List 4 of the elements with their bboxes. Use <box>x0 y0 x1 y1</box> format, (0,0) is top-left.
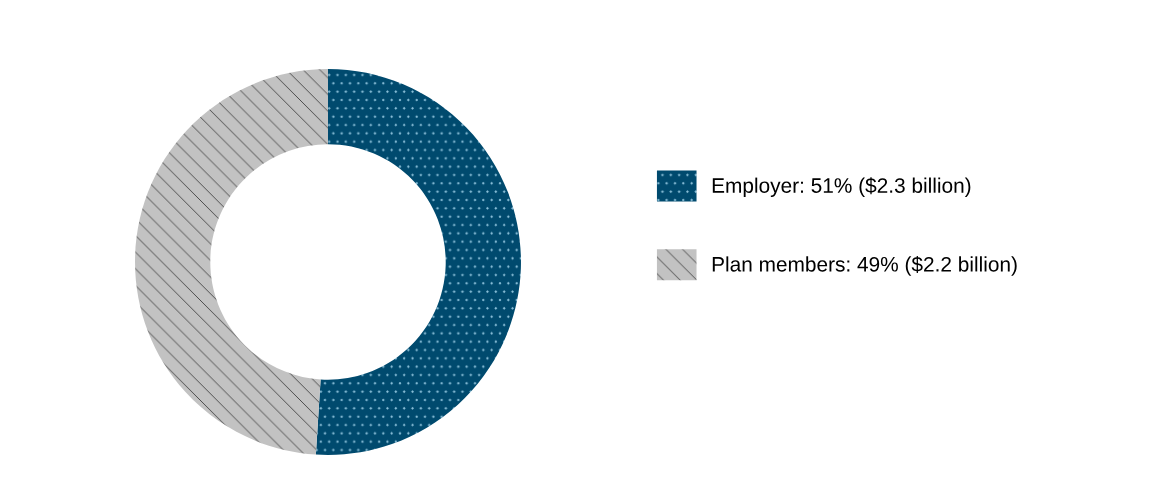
donut-slice <box>135 68 328 455</box>
donut-slice <box>315 68 521 455</box>
legend-label: Employer: 51% ($2.3 billion) <box>712 177 971 198</box>
legend-label: Plan members: 49% ($2.2 billion) <box>712 256 1017 276</box>
